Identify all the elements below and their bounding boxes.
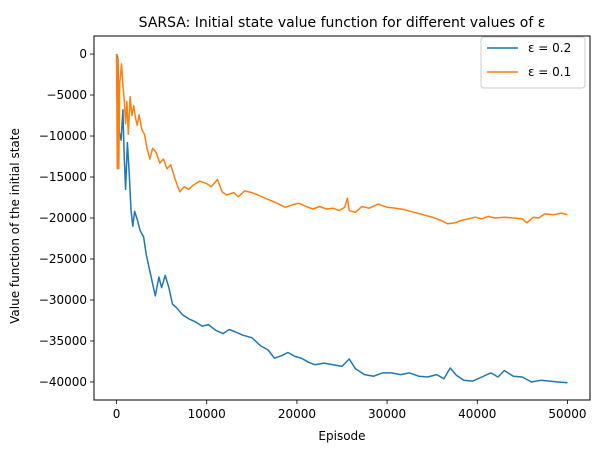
- x-tick-label: 30000: [368, 407, 406, 421]
- series-layer: [115, 53, 568, 384]
- y-tick-label: −20000: [39, 211, 87, 225]
- y-tick-label: 0: [79, 47, 87, 61]
- series-line-eps-0.1: [115, 53, 568, 225]
- y-tick-label: −40000: [39, 375, 87, 389]
- x-tick-label: 40000: [458, 407, 496, 421]
- x-tick-label: 50000: [548, 407, 586, 421]
- legend: ε = 0.2 ε = 0.1: [480, 36, 586, 89]
- plot-frame: [93, 35, 591, 401]
- x-tick-label: 10000: [188, 407, 226, 421]
- legend-box: [480, 36, 586, 89]
- y-tick-label: −25000: [39, 252, 87, 266]
- y-tick-label: −35000: [39, 334, 87, 348]
- series-line-eps-0.2: [115, 53, 568, 384]
- y-tick-label: −5000: [46, 88, 87, 102]
- y-axis-label: Value function of the initial state: [8, 128, 22, 324]
- y-tick-label: −30000: [39, 293, 87, 307]
- x-axis-label: Episode: [318, 429, 365, 443]
- y-tick-label: −10000: [39, 129, 87, 143]
- x-tick-label: 20000: [278, 407, 316, 421]
- x-tick-label: 0: [113, 407, 121, 421]
- legend-label-eps-0.2: ε = 0.2: [528, 41, 571, 55]
- legend-label-eps-0.1: ε = 0.1: [528, 65, 571, 79]
- ticks-layer: 0 10000 20000 30000 40000 50000 0 −5000 −10000 −1…: [39, 47, 587, 421]
- chart-title: SARSA: Initial state value function for …: [139, 15, 546, 31]
- y-tick-label: −15000: [39, 170, 87, 184]
